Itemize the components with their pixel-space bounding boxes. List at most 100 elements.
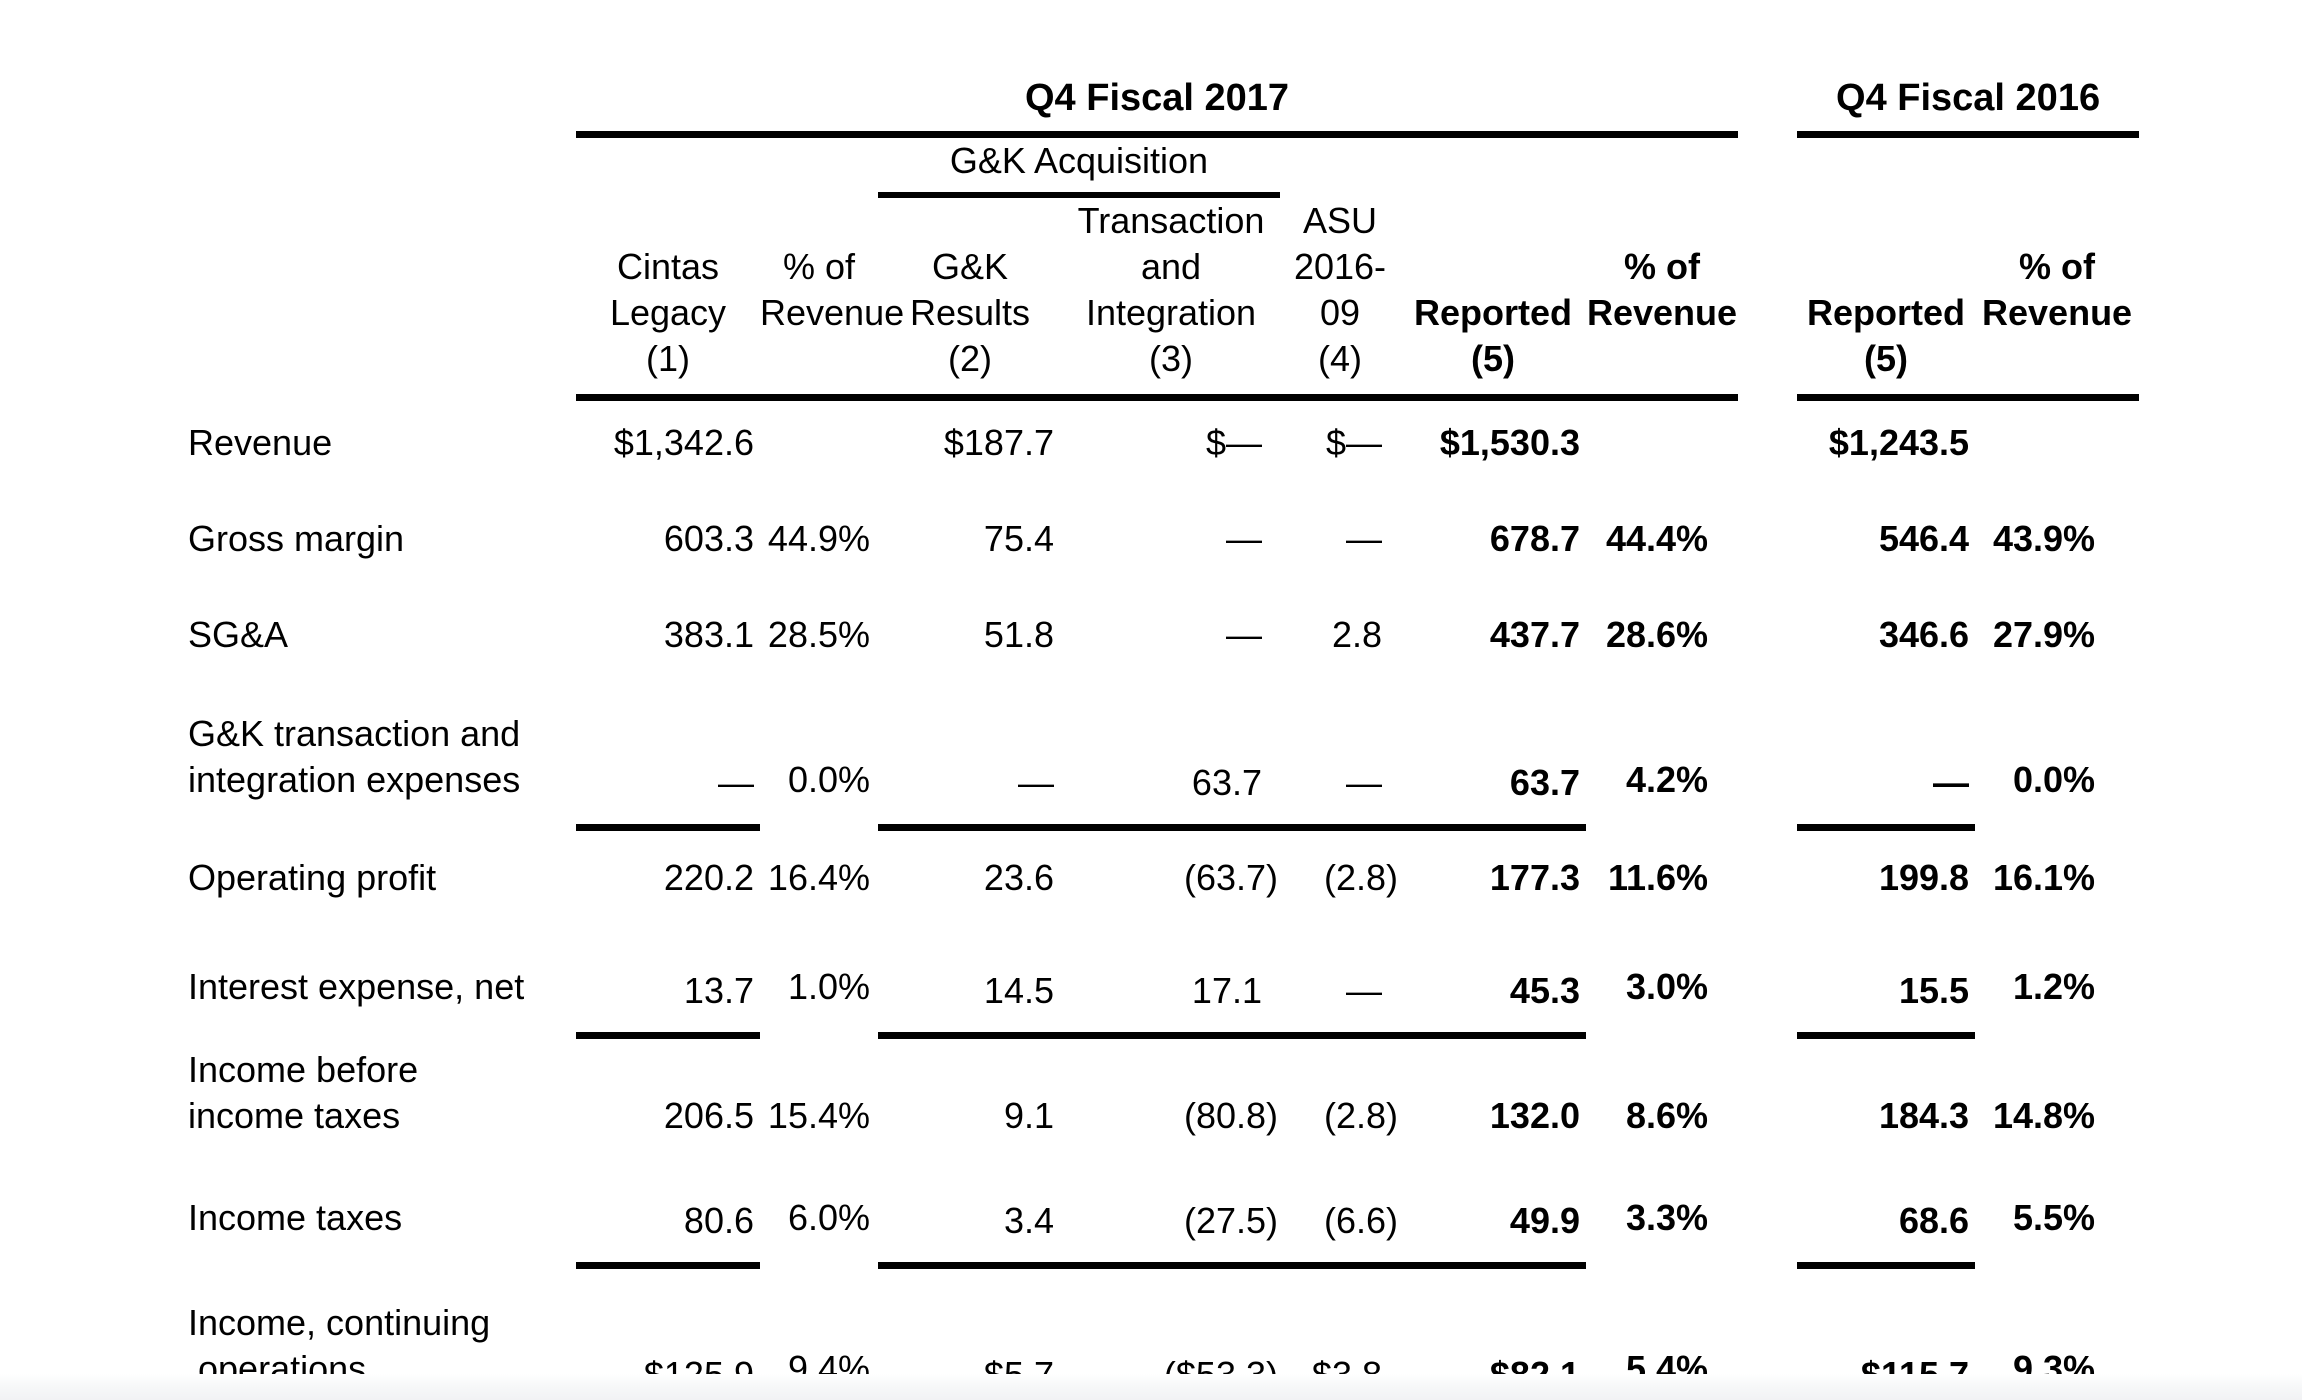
spacer: [188, 134, 576, 195]
cell: 51.8: [983, 613, 1054, 655]
cell: 4.2%: [1625, 758, 1709, 800]
cell: 14.5: [878, 911, 1062, 1039]
cell: 11.6%: [1607, 857, 1709, 898]
cell: 206.5: [663, 1094, 754, 1136]
col-header-pct-revenue-legacy: % of Revenue: [760, 194, 904, 401]
gap-cell: [1738, 572, 1797, 668]
group-gap: [1738, 134, 1797, 195]
col-header-asu-2016-09: ASU 2016-09 (4): [1280, 194, 1400, 401]
cell: —: [1280, 911, 1400, 1039]
cell: —: [1346, 517, 1382, 559]
row-label: Revenue: [188, 421, 333, 463]
cell: 23.6: [983, 857, 1054, 898]
col-header-cintas-legacy: Cintas Legacy (1): [576, 194, 760, 401]
row-label-header: [188, 195, 576, 398]
cell: 15.5: [1797, 911, 1976, 1039]
spacer: [1280, 134, 1738, 195]
table-row-gk-transaction-expenses: G&K transaction and integration expenses…: [188, 667, 2139, 831]
cell: 16.1%: [1992, 857, 2096, 898]
row-label: Operating profit: [188, 857, 437, 898]
col-header-reported-2017: Reported (5): [1400, 194, 1586, 401]
cell: (6.6): [1280, 1148, 1400, 1269]
row-label: SG&A: [188, 613, 289, 655]
row-label: Gross margin: [188, 517, 405, 559]
cell: 220.2: [663, 857, 754, 898]
cell: 63.7: [1062, 667, 1280, 831]
col-header-gk-results: G&K Results (2): [878, 194, 1062, 401]
cell: 177.3: [1489, 857, 1580, 898]
table-row-gross-margin: Gross margin 603.3 44.9% 75.4 — — 678.7 …: [188, 476, 2139, 572]
col-header-reported-2016: Reported (5): [1797, 194, 1976, 401]
row-label: Income before income taxes: [188, 1048, 419, 1136]
cell: 14.8%: [1992, 1094, 2096, 1136]
cell: 5.5%: [2013, 1196, 2096, 1238]
cell: —: [1797, 667, 1976, 831]
row-label: Income, continuing operations: [188, 1301, 491, 1389]
column-header-row: Cintas Legacy (1) % of Revenue G&K Resul…: [188, 194, 2140, 401]
gap-cell: [1738, 397, 1797, 476]
cell: —: [1226, 613, 1262, 655]
group-gap: [1738, 60, 1797, 134]
cell: $1,342.6: [613, 421, 754, 463]
cell: 68.6: [1797, 1148, 1976, 1269]
cell: $1,243.5: [1828, 421, 1970, 463]
cell: (2.8): [1323, 857, 1398, 898]
cell: (63.7): [1183, 857, 1278, 898]
gap-cell: [1738, 476, 1797, 572]
cell: 9.1: [1003, 1094, 1054, 1136]
cell: 3.3%: [1625, 1196, 1709, 1238]
cell: 27.9%: [1992, 613, 2096, 655]
cell: 3.4: [878, 1148, 1062, 1269]
gap-cell: [1738, 668, 1797, 828]
row-label: Income taxes: [188, 1196, 403, 1238]
cell: 2.8: [1331, 613, 1382, 655]
col-header-pct-revenue-2016: % of Revenue: [1975, 194, 2140, 401]
cell: 132.0: [1489, 1094, 1580, 1136]
cell: 44.4%: [1605, 517, 1709, 559]
income-statement-table: Q4 Fiscal 2017 Q4 Fiscal 2016 G&K Acquis…: [188, 60, 2140, 1400]
page-edge-strip: [0, 1374, 2302, 1400]
table-row-revenue: Revenue $1,342.6 $187.7 $— $— $1,530.3 $…: [188, 397, 2139, 476]
cell: 63.7: [1400, 667, 1586, 831]
col-header-pct-revenue-2017: % of Revenue: [1586, 194, 1739, 401]
gk-acquisition-header: G&K Acquisition: [878, 134, 1280, 198]
cell: 44.9%: [767, 517, 870, 559]
cell: 346.6: [1878, 613, 1970, 655]
cell: 0.0%: [787, 758, 870, 800]
cell: 17.1: [1062, 911, 1280, 1039]
cell: —: [1280, 667, 1400, 831]
gap-cell: [1738, 911, 1797, 1035]
cell: 546.4: [1878, 517, 1970, 559]
cell: 13.7: [576, 911, 760, 1039]
cell: 1.0%: [787, 966, 870, 1007]
cell: 45.3: [1400, 911, 1586, 1039]
cell: [1586, 397, 1738, 476]
period-header-row: Q4 Fiscal 2017 Q4 Fiscal 2016: [188, 60, 2140, 138]
fy2017-group-header: Q4 Fiscal 2017: [576, 60, 1739, 138]
cell: —: [878, 667, 1062, 831]
cell: 8.6%: [1625, 1094, 1709, 1136]
table-row-operating-profit: Operating profit 220.2 16.4% 23.6 (63.7)…: [188, 828, 2139, 912]
spacer: [1797, 134, 2139, 195]
cell: 6.0%: [787, 1196, 870, 1238]
cell: $—: [1205, 421, 1262, 463]
cell: —: [576, 667, 760, 831]
cell: (80.8): [1183, 1094, 1278, 1136]
cell: —: [1226, 517, 1262, 559]
cell: (27.5): [1062, 1148, 1280, 1269]
cell: 80.6: [576, 1148, 760, 1269]
cell: 603.3: [663, 517, 754, 559]
table-row-income-before-taxes: Income before income taxes 206.5 15.4% 9…: [188, 1035, 2139, 1149]
gap-cell: [1738, 1035, 1797, 1149]
table-row-income-taxes: Income taxes 80.6 6.0% 3.4 (27.5) (6.6) …: [188, 1148, 2139, 1269]
cell: $1,530.3: [1439, 421, 1580, 463]
cell: 28.6%: [1605, 613, 1709, 655]
cell: 184.3: [1878, 1094, 1970, 1136]
cell: 49.9: [1400, 1148, 1586, 1269]
cell: (2.8): [1323, 1094, 1398, 1136]
row-label: Interest expense, net: [188, 966, 525, 1007]
cell: 75.4: [983, 517, 1054, 559]
cell: [1975, 397, 2139, 476]
cell: 3.0%: [1625, 966, 1709, 1007]
